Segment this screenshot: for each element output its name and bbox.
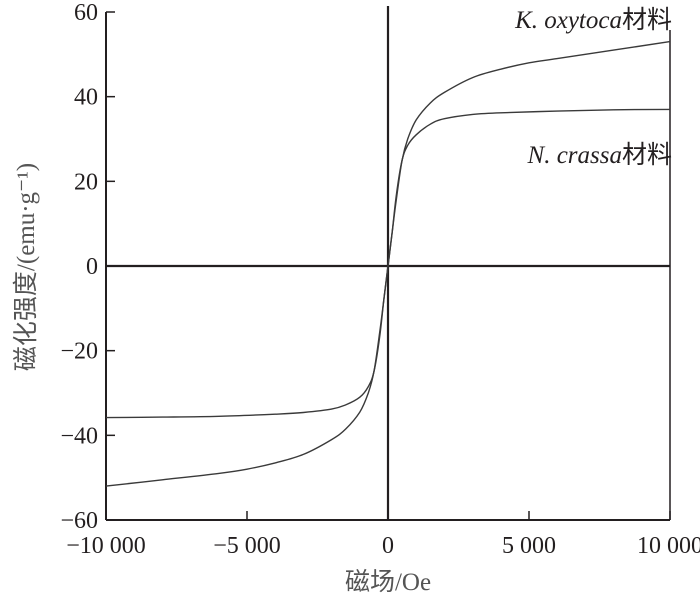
y-tick-label: 20	[74, 169, 98, 195]
series-label-n-crassa: N. crassa材料	[527, 141, 672, 169]
x-tick-label: −5 000	[213, 533, 281, 559]
y-tick-label: −40	[60, 423, 98, 449]
y-tick-label: −20	[60, 339, 98, 365]
y-axis-ticks: −60 −40 −20 0 20 40 60	[60, 0, 115, 534]
y-tick-label: −60	[60, 508, 98, 534]
x-axis-title: 磁场/Oe	[345, 568, 431, 596]
x-tick-label: 5 000	[502, 533, 556, 559]
series-line-n-crassa	[105, 108, 671, 419]
x-tick-label: −10 000	[66, 533, 146, 559]
y-tick-label: 60	[74, 0, 98, 26]
y-tick-label: 0	[86, 254, 98, 280]
y-axis-title: 磁化强度/(emu·g⁻¹)	[12, 163, 40, 371]
series-lines	[105, 40, 671, 487]
x-tick-label: 0	[382, 533, 394, 559]
x-tick-label: 10 000	[637, 533, 700, 559]
y-tick-label: 40	[74, 85, 98, 111]
x-axis-ticks: −10 000 −5 000 0 5 000 10 000	[66, 511, 700, 559]
series-label-k-oxytoca: K. oxytoca材料	[514, 6, 672, 34]
